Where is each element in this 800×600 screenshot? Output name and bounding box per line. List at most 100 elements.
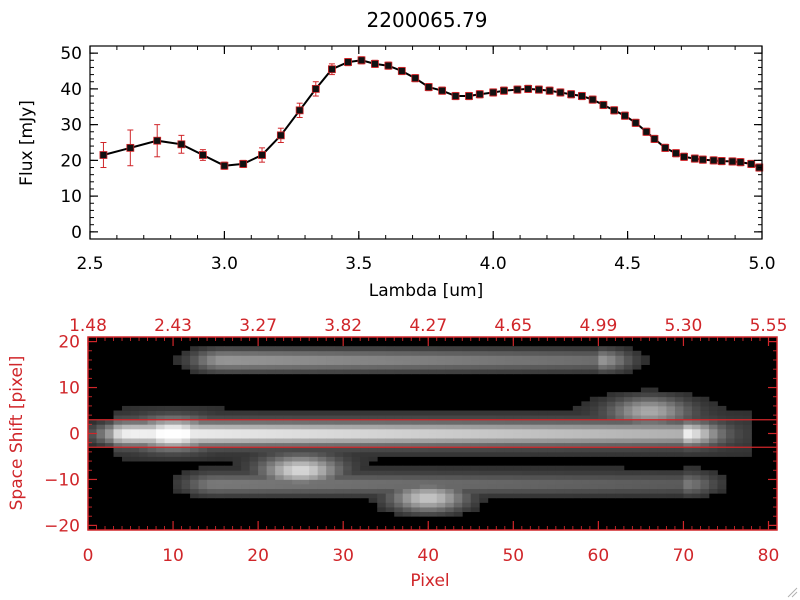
image-pixel (411, 497, 421, 503)
image-pixel (453, 479, 463, 485)
image-pixel (445, 493, 455, 499)
image-pixel (394, 415, 404, 421)
image-pixel (470, 428, 480, 434)
image-pixel (683, 415, 693, 421)
image-pixel (470, 474, 480, 480)
image-pixel (224, 447, 234, 453)
image-pixel (657, 447, 667, 453)
image-pixel (241, 451, 251, 457)
image-pixel (394, 465, 404, 471)
data-point (709, 156, 718, 165)
image-pixel (589, 479, 599, 485)
image-pixel (445, 355, 455, 361)
image-pixel (428, 369, 438, 375)
image-pixel (156, 410, 165, 416)
image-pixel (292, 474, 302, 480)
image-pixel (334, 488, 344, 494)
image-pixel (530, 359, 540, 365)
image-pixel (640, 442, 650, 448)
y-tick-label: 0 (71, 223, 82, 243)
image-pixel (207, 447, 216, 453)
image-pixel (173, 451, 182, 457)
image-pixel (581, 350, 591, 356)
image-pixel (283, 350, 293, 356)
image-pixel (632, 401, 642, 407)
wavelength-tick-label: 3.27 (239, 316, 277, 336)
image-pixel (521, 350, 531, 356)
image-pixel (224, 442, 234, 448)
image-pixel (411, 442, 421, 448)
image-pixel (615, 419, 625, 425)
image-pixel (122, 456, 131, 462)
image-pixel (249, 346, 259, 352)
image-pixel (657, 470, 667, 476)
image-pixel (504, 364, 514, 370)
image-pixel (241, 415, 251, 421)
image-pixel (113, 433, 123, 439)
image-pixel (249, 451, 259, 457)
image-pixel (538, 451, 548, 457)
image-pixel (623, 405, 633, 411)
image-pixel (249, 470, 259, 476)
image-pixel (326, 410, 336, 416)
image-pixel (428, 474, 438, 480)
image-pixel (198, 442, 208, 448)
image-pixel (547, 415, 557, 421)
image-pixel (249, 447, 259, 453)
image-pixel (700, 438, 710, 444)
image-pixel (632, 364, 642, 370)
image-pixel (419, 479, 429, 485)
image-pixel (215, 410, 225, 416)
image-pixel (190, 488, 199, 494)
image-pixel (300, 364, 310, 370)
image-pixel (164, 405, 174, 411)
resize-grip-icon[interactable] (786, 586, 798, 598)
image-pixel (521, 484, 531, 490)
image-pixel (683, 465, 693, 471)
data-point (524, 84, 533, 93)
image-pixel (453, 511, 463, 517)
image-pixel (436, 479, 446, 485)
image-pixel (360, 419, 370, 425)
image-pixel (394, 451, 404, 457)
image-pixel (275, 461, 285, 467)
image-pixel (479, 447, 489, 453)
image-pixel (283, 419, 293, 425)
image-pixel (598, 401, 608, 407)
image-pixel (190, 346, 199, 352)
image-pixel (453, 470, 463, 476)
image-pixel (700, 488, 710, 494)
image-pixel (581, 451, 591, 457)
image-pixel (411, 502, 421, 508)
image-pixel (666, 433, 676, 439)
image-pixel (487, 415, 497, 421)
image-pixel (317, 461, 327, 467)
image-pixel (258, 415, 268, 421)
image-pixel (462, 359, 472, 365)
image-pixel (402, 433, 412, 439)
image-pixel (734, 433, 744, 439)
image-pixel (428, 511, 438, 517)
image-pixel (496, 484, 506, 490)
image-pixel (334, 359, 344, 365)
image-pixel (530, 442, 540, 448)
image-pixel (589, 355, 599, 361)
image-pixel (232, 410, 242, 416)
image-pixel (717, 442, 727, 448)
image-pixel (428, 465, 438, 471)
image-pixel (181, 419, 191, 425)
image-pixel (258, 350, 268, 356)
image-pixel (334, 424, 344, 430)
image-pixel (351, 419, 361, 425)
image-pixel (249, 465, 259, 471)
data-point (698, 155, 707, 164)
image-pixel (521, 474, 531, 480)
data-point (357, 56, 366, 65)
image-pixel (700, 479, 710, 485)
image-pixel (419, 424, 429, 430)
image-pixel (572, 442, 582, 448)
image-pixel (394, 428, 404, 434)
image-pixel (198, 474, 208, 480)
image-pixel (309, 465, 319, 471)
image-pixel (88, 428, 97, 434)
